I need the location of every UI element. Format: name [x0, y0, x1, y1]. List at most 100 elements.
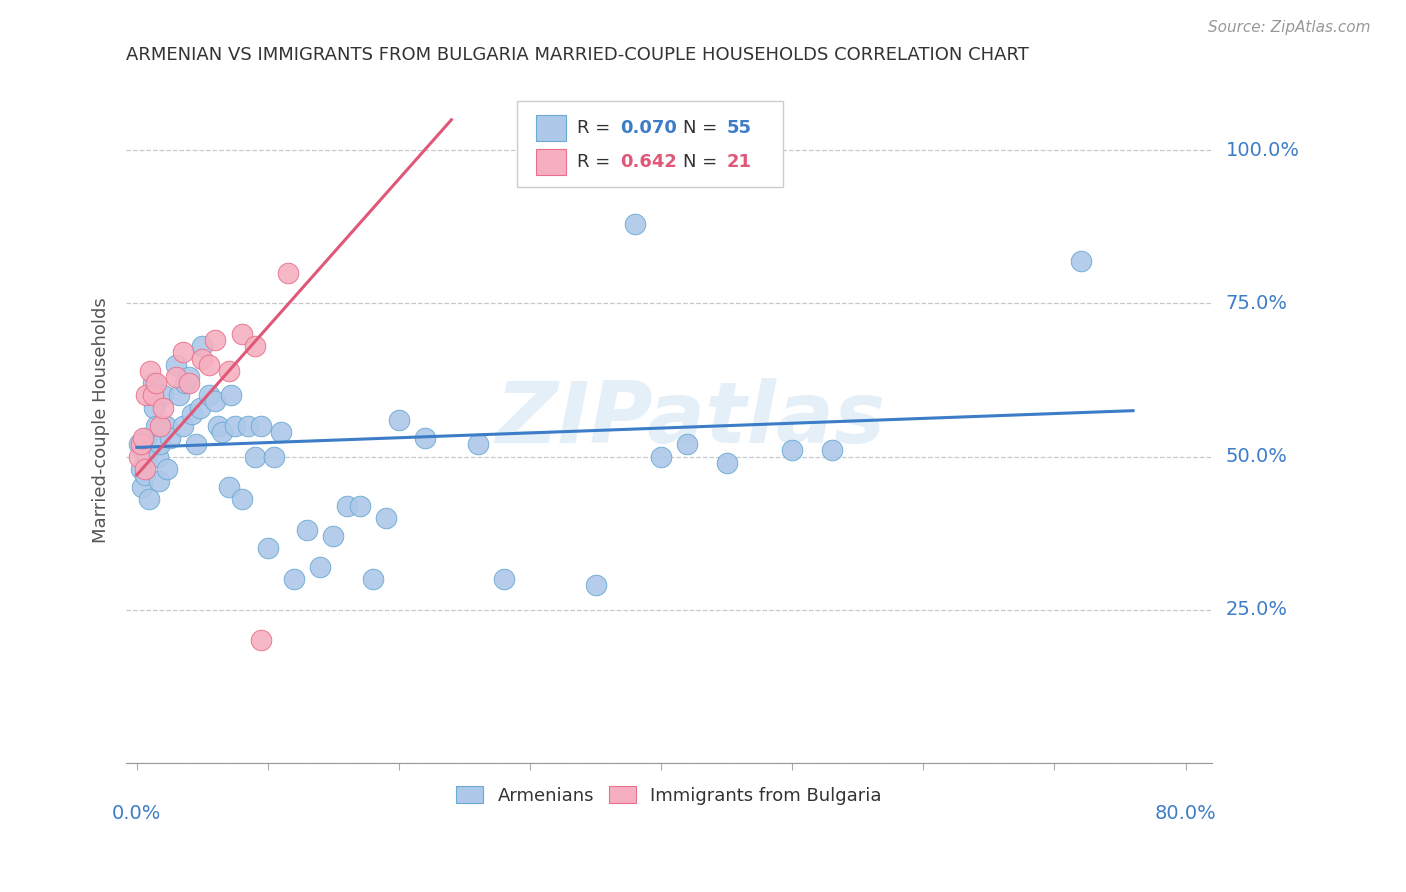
Point — [207, 419, 229, 434]
Point — [492, 572, 515, 586]
FancyBboxPatch shape — [536, 149, 565, 175]
Text: 75.0%: 75.0% — [1226, 294, 1288, 313]
Point — [277, 266, 299, 280]
Point — [174, 376, 197, 390]
Text: R =: R = — [576, 153, 616, 171]
Point — [257, 541, 280, 556]
Text: N =: N = — [683, 153, 723, 171]
Point — [263, 450, 285, 464]
Point — [716, 456, 738, 470]
Point — [148, 474, 170, 488]
Point — [1070, 253, 1092, 268]
Point — [167, 388, 190, 402]
Point — [149, 419, 172, 434]
Point — [250, 419, 273, 434]
Point — [155, 419, 177, 434]
Point — [238, 419, 260, 434]
Point — [374, 511, 396, 525]
Point — [139, 364, 162, 378]
Point — [141, 376, 163, 390]
Text: ARMENIAN VS IMMIGRANTS FROM BULGARIA MARRIED-COUPLE HOUSEHOLDS CORRELATION CHART: ARMENIAN VS IMMIGRANTS FROM BULGARIA MAR… — [127, 46, 1029, 64]
Point — [128, 437, 150, 451]
Point — [204, 394, 226, 409]
Text: 0.642: 0.642 — [620, 153, 678, 171]
Point — [270, 425, 292, 439]
Point — [131, 480, 153, 494]
Point — [361, 572, 384, 586]
Point — [250, 633, 273, 648]
Point — [142, 401, 165, 415]
Text: 25.0%: 25.0% — [1226, 600, 1288, 619]
Point — [179, 376, 201, 390]
Text: 80.0%: 80.0% — [1154, 805, 1216, 823]
Text: R =: R = — [576, 119, 616, 136]
Point — [191, 339, 214, 353]
Point — [180, 407, 202, 421]
Point — [191, 351, 214, 366]
Point — [188, 401, 211, 415]
Point — [135, 388, 157, 402]
Text: N =: N = — [683, 119, 723, 136]
Text: Source: ZipAtlas.com: Source: ZipAtlas.com — [1208, 20, 1371, 35]
Point — [128, 450, 150, 464]
Point — [134, 467, 156, 482]
Point — [243, 339, 266, 353]
Point — [198, 358, 221, 372]
Point — [283, 572, 305, 586]
Point — [179, 370, 201, 384]
Point — [218, 480, 240, 494]
Point — [135, 431, 157, 445]
Point — [650, 450, 672, 464]
Point — [388, 413, 411, 427]
Text: 21: 21 — [727, 153, 752, 171]
Point — [184, 437, 207, 451]
Point — [152, 401, 174, 415]
Point — [172, 419, 194, 434]
Y-axis label: Married-couple Households: Married-couple Households — [93, 297, 110, 542]
Point — [138, 492, 160, 507]
Text: 0.0%: 0.0% — [112, 805, 162, 823]
Point — [585, 578, 607, 592]
Text: 100.0%: 100.0% — [1226, 141, 1299, 160]
Point — [295, 523, 318, 537]
Point — [146, 450, 169, 464]
Point — [231, 327, 253, 342]
Point — [129, 462, 152, 476]
Point — [141, 388, 163, 402]
Point — [145, 376, 167, 390]
Point — [624, 217, 647, 231]
Point — [159, 431, 181, 445]
Point — [820, 443, 842, 458]
Point — [322, 529, 344, 543]
Point — [309, 559, 332, 574]
Point — [172, 345, 194, 359]
Point — [132, 431, 155, 445]
Text: 0.070: 0.070 — [620, 119, 678, 136]
Point — [349, 499, 371, 513]
Point — [224, 419, 246, 434]
Point — [204, 333, 226, 347]
Point — [129, 437, 152, 451]
Text: 55: 55 — [727, 119, 752, 136]
Point — [211, 425, 233, 439]
Point — [132, 443, 155, 458]
Point — [165, 370, 187, 384]
Point — [413, 431, 436, 445]
Text: 50.0%: 50.0% — [1226, 447, 1288, 467]
Point — [165, 358, 187, 372]
Point — [149, 437, 172, 451]
Point — [156, 462, 179, 476]
Point — [467, 437, 489, 451]
Point — [198, 388, 221, 402]
Point — [231, 492, 253, 507]
Point — [219, 388, 242, 402]
Text: ZIPatlas: ZIPatlas — [495, 378, 886, 461]
Point — [134, 462, 156, 476]
Legend: Armenians, Immigrants from Bulgaria: Armenians, Immigrants from Bulgaria — [449, 779, 889, 812]
Point — [145, 419, 167, 434]
Point — [335, 499, 357, 513]
Point — [152, 388, 174, 402]
Point — [218, 364, 240, 378]
FancyBboxPatch shape — [536, 114, 565, 141]
Point — [243, 450, 266, 464]
